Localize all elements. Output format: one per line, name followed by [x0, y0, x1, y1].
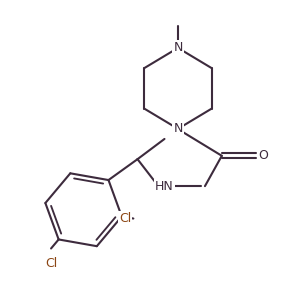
- Text: Cl: Cl: [119, 212, 131, 225]
- Text: HN: HN: [155, 180, 174, 193]
- Text: N: N: [173, 122, 183, 135]
- Text: O: O: [258, 149, 268, 162]
- Text: Cl: Cl: [45, 257, 57, 270]
- Text: N: N: [173, 41, 183, 54]
